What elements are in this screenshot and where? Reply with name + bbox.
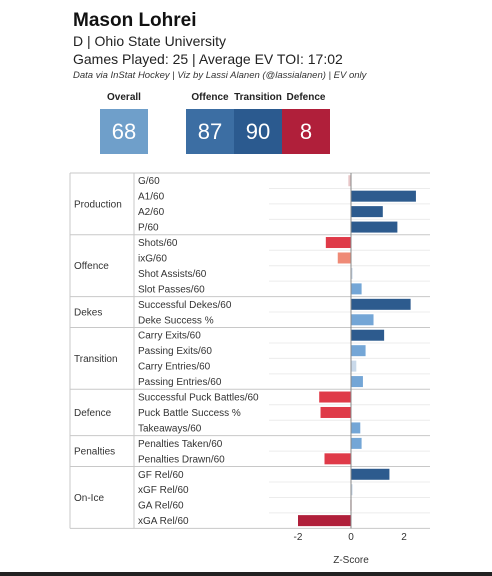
metric-label: Puck Battle Success %: [138, 408, 241, 419]
metric-label: Shot Assists/60: [138, 269, 207, 280]
metric-label: A2/60: [138, 207, 165, 218]
metric-label: xGA Rel/60: [138, 516, 189, 527]
overall-score: 68: [100, 109, 148, 154]
metric-label: Carry Exits/60: [138, 331, 201, 342]
metric-label: Penalties Taken/60: [138, 439, 223, 450]
metric-label: Shots/60: [138, 238, 178, 249]
bar: [351, 190, 416, 202]
x-tick-label: 0: [348, 532, 354, 543]
metric-label: Passing Entries/60: [138, 377, 222, 388]
metric-label: A1/60: [138, 192, 165, 203]
overall-label: Overall: [107, 92, 141, 103]
metric-label: Successful Dekes/60: [138, 300, 232, 311]
metric-label: Passing Exits/60: [138, 346, 212, 357]
group-label: On-Ice: [74, 493, 104, 504]
bar: [351, 437, 362, 449]
bar: [324, 453, 351, 465]
bar: [351, 283, 362, 295]
games-toi: Games Played: 25 | Average EV TOI: 17:02: [73, 51, 343, 67]
x-axis-label: Z-Score: [333, 555, 369, 566]
metric-label: Takeaways/60: [138, 423, 202, 434]
group-label: Production: [74, 199, 122, 210]
bar: [351, 360, 357, 372]
metric-label: G/60: [138, 176, 160, 187]
defence-score: 8: [282, 109, 330, 154]
bar: [351, 345, 366, 357]
group-label: Penalties: [74, 447, 115, 458]
group-label: Transition: [74, 354, 118, 365]
bottom-border: [0, 572, 492, 576]
player-name: Mason Lohrei: [73, 10, 197, 31]
metric-label: Successful Puck Battles/60: [138, 393, 259, 404]
transition-label: Transition: [234, 92, 282, 103]
bar: [351, 314, 374, 326]
bar: [351, 267, 353, 279]
metric-label: ixG/60: [138, 253, 167, 264]
metric-label: Deke Success %: [138, 315, 214, 326]
bar: [337, 252, 351, 264]
metric-label: Slot Passes/60: [138, 284, 205, 295]
metric-label: GF Rel/60: [138, 470, 184, 481]
bar: [325, 237, 351, 249]
x-tick-label: 2: [401, 532, 407, 543]
bar: [351, 298, 411, 310]
bar: [298, 515, 351, 527]
position-school: D | Ohio State University: [73, 33, 227, 49]
data-credit: Data via InStat Hockey | Viz by Lassi Al…: [73, 70, 367, 81]
defence-label: Defence: [286, 92, 326, 103]
metric-label: GA Rel/60: [138, 501, 184, 512]
group-label: Defence: [74, 408, 112, 419]
bar: [351, 468, 390, 480]
bar: [348, 175, 351, 187]
group-label: Dekes: [74, 308, 102, 319]
transition-score: 90: [234, 109, 282, 154]
metric-label: Penalties Drawn/60: [138, 454, 225, 465]
offence-score: 87: [186, 109, 234, 154]
bar: [320, 406, 351, 418]
x-tick-label: -2: [294, 532, 303, 543]
metric-label: xGF Rel/60: [138, 485, 189, 496]
bar: [351, 206, 383, 218]
bar: [351, 376, 363, 388]
bar: [351, 422, 361, 434]
metric-label: Carry Entries/60: [138, 362, 211, 373]
bar: [351, 221, 398, 233]
group-label: Offence: [74, 261, 109, 272]
bar: [351, 484, 353, 496]
bar: [351, 329, 385, 341]
metric-label: P/60: [138, 223, 159, 234]
bar: [319, 391, 351, 403]
offence-label: Offence: [191, 92, 229, 103]
